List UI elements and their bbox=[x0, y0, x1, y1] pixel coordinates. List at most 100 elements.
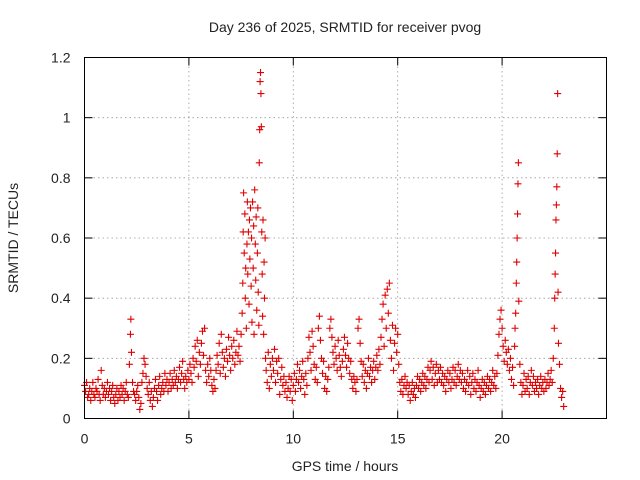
data-point bbox=[156, 372, 164, 380]
data-point bbox=[142, 372, 150, 380]
data-point bbox=[250, 330, 258, 338]
data-point bbox=[271, 345, 279, 353]
data-point bbox=[301, 390, 309, 398]
data-point bbox=[518, 390, 526, 398]
data-point bbox=[303, 381, 311, 389]
data-point bbox=[368, 378, 376, 386]
data-point bbox=[347, 357, 355, 365]
data-point bbox=[120, 396, 128, 404]
x-tick-label: 15 bbox=[390, 431, 406, 447]
data-point bbox=[216, 369, 224, 377]
data-point bbox=[364, 354, 372, 362]
data-point bbox=[496, 315, 504, 323]
data-point bbox=[249, 198, 257, 206]
data-point bbox=[315, 312, 323, 320]
data-point bbox=[537, 372, 545, 380]
data-point bbox=[248, 234, 256, 242]
chart-title: Day 236 of 2025, SRMTID for receiver pvo… bbox=[209, 19, 481, 35]
data-point bbox=[267, 372, 275, 380]
data-point bbox=[382, 324, 390, 332]
data-point bbox=[249, 264, 257, 272]
data-point bbox=[520, 369, 528, 377]
data-point bbox=[257, 90, 265, 98]
data-point bbox=[505, 366, 513, 374]
data-point bbox=[251, 240, 259, 248]
data-point bbox=[258, 228, 266, 236]
data-point bbox=[466, 372, 474, 380]
data-point bbox=[290, 369, 298, 377]
data-point bbox=[380, 342, 388, 350]
data-point bbox=[515, 297, 523, 305]
data-point bbox=[127, 315, 135, 323]
data-point bbox=[148, 402, 156, 410]
data-point bbox=[111, 399, 119, 407]
y-tick-label: 0.8 bbox=[51, 170, 71, 186]
data-point bbox=[278, 363, 286, 371]
y-tick-label: 0.6 bbox=[51, 230, 71, 246]
data-point bbox=[392, 324, 400, 332]
data-point bbox=[288, 396, 296, 404]
data-point bbox=[327, 315, 335, 323]
data-point bbox=[283, 393, 291, 401]
data-point bbox=[262, 366, 270, 374]
data-point bbox=[258, 270, 266, 278]
data-point bbox=[289, 381, 297, 389]
data-point bbox=[328, 333, 336, 341]
x-tick-label: 20 bbox=[494, 431, 510, 447]
data-point bbox=[340, 333, 348, 341]
data-point bbox=[458, 369, 466, 377]
data-point bbox=[359, 360, 367, 368]
data-point bbox=[146, 396, 154, 404]
data-point bbox=[243, 240, 251, 248]
data-point bbox=[182, 372, 190, 380]
data-point bbox=[334, 336, 342, 344]
data-point bbox=[296, 366, 304, 374]
data-point bbox=[427, 357, 435, 365]
data-point bbox=[192, 357, 200, 365]
data-point bbox=[124, 393, 132, 401]
data-point bbox=[544, 369, 552, 377]
data-point bbox=[487, 387, 495, 395]
data-point bbox=[84, 393, 92, 401]
data-point bbox=[185, 375, 193, 383]
data-point bbox=[335, 351, 343, 359]
data-point bbox=[454, 360, 462, 368]
data-point bbox=[390, 366, 398, 374]
data-point bbox=[319, 369, 327, 377]
data-point bbox=[476, 393, 484, 401]
data-point bbox=[112, 390, 120, 398]
data-point bbox=[314, 324, 322, 332]
data-point bbox=[254, 288, 262, 296]
data-point bbox=[211, 384, 219, 392]
data-point bbox=[165, 378, 173, 386]
data-point bbox=[149, 393, 157, 401]
data-point bbox=[513, 234, 521, 242]
data-point bbox=[201, 324, 209, 332]
data-point bbox=[212, 366, 220, 374]
data-point bbox=[125, 360, 133, 368]
data-point bbox=[228, 342, 236, 350]
data-point bbox=[553, 183, 561, 191]
data-point bbox=[352, 387, 360, 395]
data-point bbox=[260, 294, 268, 302]
data-point bbox=[262, 354, 270, 362]
data-point bbox=[203, 378, 211, 386]
data-point bbox=[274, 369, 282, 377]
data-point bbox=[179, 357, 187, 365]
data-point bbox=[511, 324, 519, 332]
y-tick-label: 0.4 bbox=[51, 290, 71, 306]
data-point bbox=[371, 375, 379, 383]
data-point bbox=[250, 222, 258, 230]
data-point bbox=[255, 159, 263, 167]
data-point bbox=[339, 345, 347, 353]
data-point bbox=[437, 363, 445, 371]
data-point bbox=[105, 390, 113, 398]
data-point bbox=[381, 291, 389, 299]
data-point bbox=[244, 228, 252, 236]
data-point bbox=[297, 384, 305, 392]
data-point bbox=[153, 387, 161, 395]
data-point bbox=[229, 354, 237, 362]
data-point bbox=[431, 369, 439, 377]
data-point bbox=[151, 375, 159, 383]
